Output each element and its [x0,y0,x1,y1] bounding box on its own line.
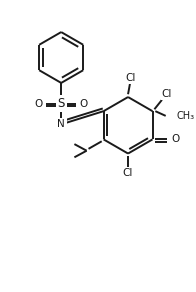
Text: S: S [57,97,65,110]
Text: Cl: Cl [126,73,136,83]
Text: O: O [34,99,43,109]
Text: CH₃: CH₃ [177,111,195,121]
Text: O: O [171,134,179,145]
Text: Cl: Cl [162,89,172,99]
Text: O: O [80,99,88,109]
Text: N: N [57,119,65,129]
Text: Cl: Cl [123,168,133,178]
